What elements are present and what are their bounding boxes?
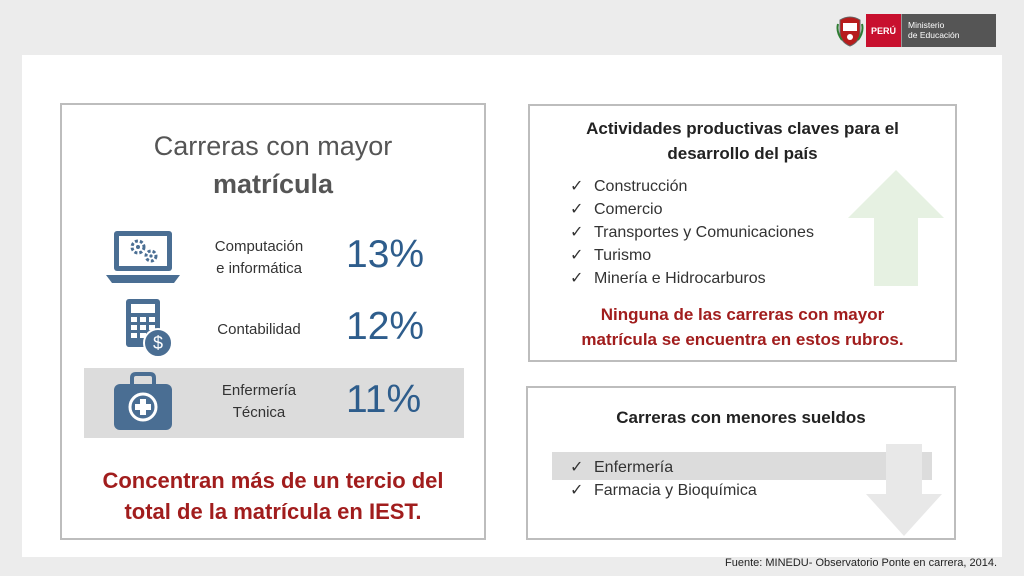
ministry-line1: Ministerio <box>908 20 945 30</box>
panel-title: Carreras con mayor matrícula <box>62 127 484 203</box>
checkmark-icon: ✓ <box>570 247 584 264</box>
lowest-salaries-panel: Carreras con menores sueldos ✓ Enfermería… <box>526 386 956 540</box>
top-careers-panel: Carreras con mayor matrícula Computación… <box>60 103 486 540</box>
laptop-gears-icon <box>106 231 180 283</box>
panel-title: Actividades productivas claves para el d… <box>530 116 955 166</box>
list-item-label: Farmacia y Bioquímica <box>594 482 757 499</box>
list-item-label: Comercio <box>594 201 663 218</box>
list-item: ✓ Transportes y Comunicaciones <box>570 221 814 244</box>
source-note: Fuente: MINEDU- Observatorio Ponte en ca… <box>725 557 998 569</box>
list-item: ✓ Farmacia y Bioquímica <box>570 479 757 502</box>
checkmark-icon: ✓ <box>570 482 584 499</box>
list-item: ✓ Minería e Hidrocarburos <box>570 267 814 290</box>
checkmark-icon: ✓ <box>570 178 584 195</box>
conclusion-text: Concentran más de un tercio del total de… <box>62 465 484 527</box>
title-line1: Actividades productivas claves para el <box>586 119 899 138</box>
key-activities-panel: Actividades productivas claves para el d… <box>528 104 957 362</box>
checkmark-icon: ✓ <box>570 270 584 287</box>
career-label-line1: Enfermería <box>221 382 297 399</box>
conclusion-line2: matrícula se encuentra en estos rubros. <box>581 330 904 349</box>
career-row-contabilidad: $ Contabilidad 12% <box>84 295 464 365</box>
checkmark-icon: ✓ <box>570 459 584 476</box>
ministry-line2: de Educación <box>908 30 960 40</box>
conclusion-line1: Concentran más de un tercio del <box>102 468 444 493</box>
medical-kit-icon <box>114 372 172 430</box>
conclusion-line2: total de la matrícula en IEST. <box>124 499 422 524</box>
country-label: PERÚ <box>866 14 901 47</box>
list-item: ✓ Enfermería <box>570 456 757 479</box>
ministry-label: Ministerio de Educación <box>901 14 996 47</box>
checkmark-icon: ✓ <box>570 201 584 218</box>
title-line2: desarrollo del país <box>667 144 818 163</box>
list-item-label: Enfermería <box>594 459 674 476</box>
calculator-dollar-icon: $ <box>126 299 173 358</box>
conclusion-text: Ninguna de las carreras con mayor matríc… <box>530 302 955 352</box>
career-row-enfermeria: Enfermería Técnica 11% <box>84 368 464 438</box>
title-line1: Carreras con mayor <box>153 131 393 161</box>
list-item: ✓ Comercio <box>570 198 814 221</box>
activities-list: ✓ Construcción ✓ Comercio ✓ Transportes y C… <box>570 175 814 290</box>
career-label: Enfermería Técnica <box>194 380 324 424</box>
title-line2: matrícula <box>212 169 334 199</box>
list-item-label: Transportes y Comunicaciones <box>594 224 814 241</box>
career-label-line2: e informática <box>216 260 302 277</box>
career-percent: 11% <box>346 378 422 421</box>
arrow-up-icon <box>848 170 944 286</box>
career-label-line1: Computación <box>214 238 304 255</box>
checkmark-icon: ✓ <box>570 224 584 241</box>
career-label: Computación e informática <box>194 236 324 280</box>
list-item-label: Construcción <box>594 178 688 195</box>
minedu-logo: PERÚ Ministerio de Educación <box>836 14 996 47</box>
lowest-salaries-list: ✓ Enfermería ✓ Farmacia y Bioquímica <box>570 456 757 502</box>
career-percent: 12% <box>346 305 425 348</box>
career-row-computacion: Computación e informática 13% <box>84 223 464 293</box>
coat-of-arms-icon <box>836 16 864 47</box>
list-item-label: Minería e Hidrocarburos <box>594 270 766 287</box>
panel-title: Carreras con menores sueldos <box>616 408 866 427</box>
career-label: Contabilidad <box>217 321 301 338</box>
arrow-down-icon <box>866 444 942 536</box>
svg-text:$: $ <box>153 333 163 353</box>
list-item: ✓ Construcción <box>570 175 814 198</box>
conclusion-line1: Ninguna de las carreras con mayor <box>600 305 885 324</box>
highlight-bar <box>552 452 932 480</box>
list-item: ✓ Turismo <box>570 244 814 267</box>
list-item-label: Turismo <box>594 247 652 264</box>
career-label-line2: Técnica <box>232 404 286 421</box>
career-percent: 13% <box>346 233 425 276</box>
